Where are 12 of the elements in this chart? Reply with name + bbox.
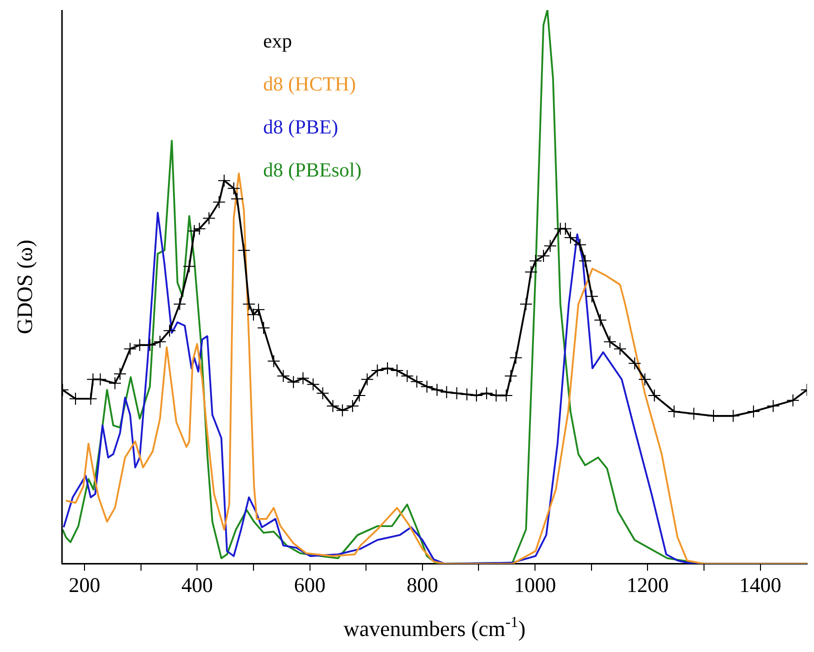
x-tick-label: 200 — [68, 572, 100, 597]
text: d8 (PBE) — [263, 116, 338, 138]
x-tick-label: 1200 — [626, 572, 669, 597]
text: d8 (HCTH) — [263, 73, 356, 96]
text: exp — [263, 30, 292, 52]
y-axis-title: GDOS (ω) — [12, 240, 37, 334]
x-tick-label: 800 — [406, 572, 438, 597]
text: d8 (PBEsol) — [263, 159, 362, 182]
x-tick-label: 1000 — [514, 572, 556, 597]
x-tick-label: 1400 — [739, 572, 782, 597]
x-tick-label: 400 — [181, 572, 213, 597]
x-tick-label: 600 — [294, 572, 326, 597]
